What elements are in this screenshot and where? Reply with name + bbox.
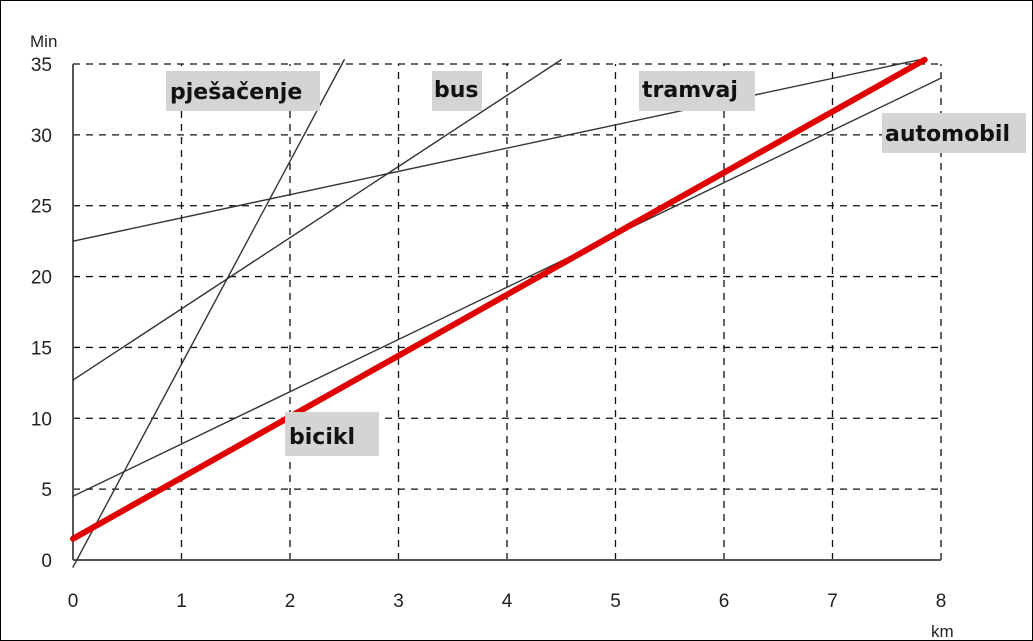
x-tick-label: 0: [68, 591, 79, 612]
label-background: [166, 71, 320, 111]
label-background: [882, 113, 1026, 153]
series-label-tramvaj: tramvaj: [639, 71, 755, 111]
series-label-bus: bus: [432, 71, 482, 111]
axes: [72, 64, 941, 561]
x-tick-label: 2: [285, 591, 296, 612]
y-tick-label: 5: [41, 480, 52, 501]
x-tick-label: 6: [719, 591, 730, 612]
series-line: [72, 59, 345, 568]
x-tick-label: 1: [176, 591, 187, 612]
label-background: [639, 71, 755, 111]
y-tick-label: 25: [31, 197, 52, 218]
label-text: pješačenje: [170, 80, 302, 105]
series-line: [72, 59, 562, 381]
series-line: [72, 59, 920, 242]
x-tick-label: 8: [936, 591, 947, 612]
tick-labels: 0 1 2 3 4 5 6 7 8 0 5 10 15 20 25 30 35: [31, 55, 946, 612]
series-label-automobil: automobil: [882, 113, 1026, 153]
y-tick-label: 15: [31, 338, 52, 359]
x-axis-label: km: [931, 622, 954, 641]
series-lines: [70, 56, 942, 568]
series-label-pjesacenje: pješačenje: [166, 71, 320, 111]
y-axis-label: Min: [30, 32, 57, 51]
y-tick-label: 35: [31, 55, 52, 76]
y-tick-label: 10: [31, 409, 52, 430]
y-tick-label: 0: [41, 551, 52, 572]
x-tick-label: 3: [393, 591, 404, 612]
label-background: [432, 71, 482, 111]
y-tick-label: 30: [31, 126, 52, 147]
series-line: [72, 77, 942, 497]
x-tick-label: 4: [502, 591, 513, 612]
label-text: bicikl: [289, 425, 355, 450]
x-tick-label: 7: [827, 591, 838, 612]
label-text: automobil: [885, 122, 1010, 147]
series-label-bicikl: bicikl: [285, 412, 379, 456]
grid: [73, 63, 942, 560]
label-background: [285, 412, 379, 456]
label-text: bus: [434, 78, 479, 103]
label-text: tramvaj: [642, 78, 738, 103]
y-tick-label: 20: [31, 268, 52, 289]
x-tick-label: 5: [610, 591, 621, 612]
series-line: [70, 56, 928, 542]
